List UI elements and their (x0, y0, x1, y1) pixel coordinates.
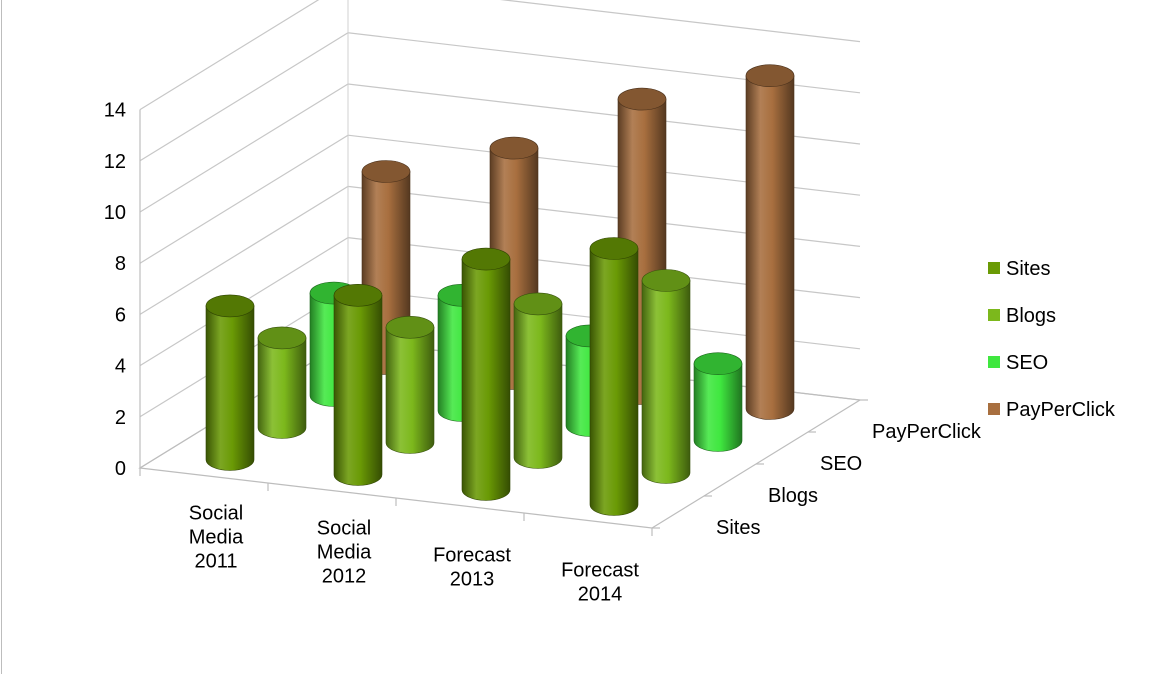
depth-tick-label: PayPerClick (872, 421, 982, 443)
bar-top (641, 269, 691, 292)
bar-top (205, 294, 255, 318)
bar-blogs-0 (257, 326, 307, 439)
bar-body (641, 280, 691, 484)
bar-layer (205, 64, 795, 516)
bar-payperclick-3 (745, 64, 795, 420)
x-tick-label: Media (189, 527, 244, 549)
x-tick-label: 2011 (194, 551, 237, 573)
bar-top (745, 64, 795, 87)
bar-body (589, 248, 639, 516)
bar-body (693, 363, 743, 452)
bar-top (361, 160, 411, 183)
x-tick-label: 2012 (322, 566, 367, 588)
y-tick-label: 4 (115, 356, 126, 378)
bar-sites-3 (589, 237, 639, 516)
y-tick-label: 14 (104, 100, 126, 122)
legend-swatch (988, 403, 1000, 415)
bar-body (205, 305, 255, 471)
legend-swatch (988, 309, 1000, 321)
bar-blogs-2 (513, 292, 563, 469)
legend-swatch (988, 262, 1000, 274)
bar-top (693, 352, 743, 376)
x-tick-label: 2013 (450, 569, 495, 591)
bar-top (489, 136, 539, 160)
bar-top (513, 292, 563, 316)
bar-sites-0 (205, 294, 255, 471)
legend-label: Blogs (1006, 305, 1056, 327)
x-tick-label: Social (189, 503, 243, 525)
x-tick-label: 2014 (578, 584, 623, 606)
depth-tick-label: SEO (820, 453, 862, 475)
bar-body (385, 327, 435, 454)
y-tick-label: 2 (115, 407, 126, 429)
legend-label: SEO (1006, 352, 1048, 374)
bar-top (257, 326, 307, 350)
y-axis-ticks: 0 2 4 6 8 10 12 14 (104, 100, 126, 480)
bar-body (513, 303, 563, 469)
bar-top (333, 283, 383, 307)
x-tick-label: Social (317, 518, 371, 540)
x-tick-label: Forecast (433, 545, 511, 567)
legend-label: Sites (1006, 258, 1050, 280)
bar-top (589, 237, 639, 260)
bar-body (333, 295, 383, 486)
gridline (139, 0, 861, 111)
legend: Sites Blogs SEO PayPerClick (988, 258, 1116, 421)
bar-seo-3 (693, 352, 743, 452)
x-axis-labels: SocialMedia2011SocialMedia2012Forecast20… (189, 503, 640, 606)
bar-top (385, 315, 435, 339)
y-tick-label: 8 (115, 253, 126, 275)
y-tick-label: 0 (115, 458, 126, 480)
legend-label: PayPerClick (1006, 399, 1116, 421)
bar-blogs-1 (385, 315, 435, 454)
bar-body (745, 75, 795, 420)
bar-body (257, 337, 307, 439)
bar-body (461, 258, 511, 501)
y-tick-label: 6 (115, 304, 126, 326)
bar-top (617, 87, 667, 111)
depth-tick-label: Blogs (768, 485, 818, 507)
x-tick-label: Forecast (561, 560, 639, 582)
y-tick-label: 10 (104, 202, 126, 224)
bar-sites-1 (333, 283, 383, 486)
legend-swatch (988, 356, 1000, 368)
y-tick-label: 12 (104, 151, 126, 173)
depth-tick-label: Sites (716, 517, 760, 539)
bar-top (461, 247, 511, 271)
x-tick-label: Media (317, 542, 372, 564)
bar-sites-2 (461, 247, 511, 501)
bar-blogs-3 (641, 269, 691, 484)
